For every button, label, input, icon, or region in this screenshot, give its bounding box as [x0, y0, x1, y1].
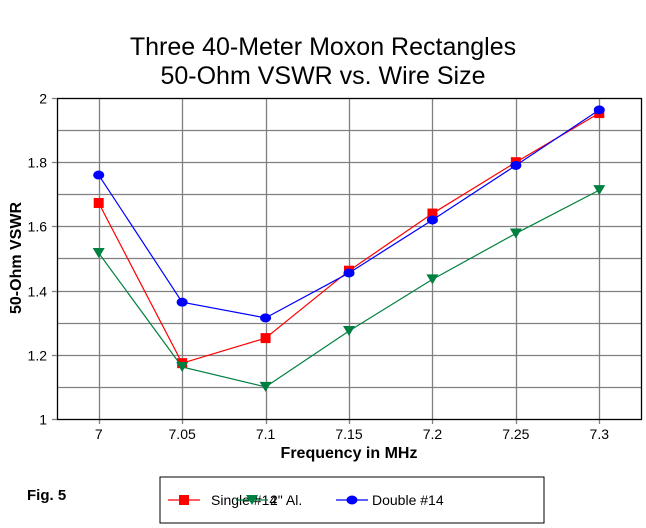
- x-tick-label: 7: [95, 426, 103, 442]
- series-2: [93, 105, 605, 323]
- data-point: [510, 160, 522, 170]
- legend-label: Double #14: [372, 492, 444, 508]
- data-point: [593, 105, 605, 115]
- legend-box: [159, 476, 545, 524]
- y-tick-label: 1.6: [28, 219, 48, 235]
- legend-label: 2" Al.: [270, 492, 302, 508]
- x-tick-label: 7.1: [256, 426, 276, 442]
- data-point: [259, 381, 272, 392]
- x-tick-label: 7.25: [502, 426, 529, 442]
- legend-item-2: Double #14: [336, 492, 444, 508]
- x-axis-ticks: 7 7.05 7.1 7.15 7.2 7.25 7.3: [95, 426, 609, 442]
- legend-item-1: 2" Al.: [236, 492, 302, 508]
- y-tick-label: 2: [39, 91, 47, 107]
- y-axis-label: 50-Ohm VSWR: [8, 202, 25, 314]
- x-tick-label: 7.3: [590, 426, 610, 442]
- x-tick-label: 7.05: [169, 426, 196, 442]
- data-point: [260, 313, 272, 323]
- x-tick-label: 7.15: [335, 426, 362, 442]
- x-tick-label: 7.2: [423, 426, 443, 442]
- y-tick-label: 1: [39, 412, 47, 428]
- legend-marker: [246, 495, 258, 505]
- data-point: [509, 228, 522, 239]
- data-point: [593, 185, 606, 196]
- y-axis-ticks: 1 1.2 1.4 1.6 1.8 2: [28, 91, 57, 428]
- y-tick-label: 1.2: [28, 348, 48, 364]
- data-point: [176, 361, 189, 372]
- y-tick-label: 1.4: [28, 284, 48, 300]
- data-point: [93, 197, 104, 208]
- figure-label: Fig. 5: [27, 487, 66, 504]
- y-tick-label: 1.8: [28, 155, 48, 171]
- grid: [57, 98, 641, 424]
- chart-title: Three 40-Meter Moxon Rectangles: [130, 33, 516, 61]
- data-point: [427, 208, 438, 219]
- legend-marker: [346, 495, 358, 505]
- x-axis-label: Frequency in MHz: [281, 445, 418, 462]
- series-layer: [92, 105, 606, 392]
- data-point: [92, 248, 105, 259]
- data-point: [343, 268, 355, 278]
- data-point: [93, 170, 105, 180]
- data-point: [343, 326, 355, 337]
- plot-border: [56, 97, 643, 421]
- data-point: [426, 274, 439, 285]
- legend: Single #142" Al. Double #14: [159, 476, 545, 524]
- data-point: [426, 215, 438, 225]
- data-point: [176, 297, 188, 307]
- series-1: [92, 185, 606, 392]
- chart-subtitle: 50-Ohm VSWR vs. Wire Size: [160, 62, 485, 90]
- data-point: [260, 333, 271, 344]
- legend-marker: [179, 495, 189, 505]
- plot-frame: [56, 97, 643, 421]
